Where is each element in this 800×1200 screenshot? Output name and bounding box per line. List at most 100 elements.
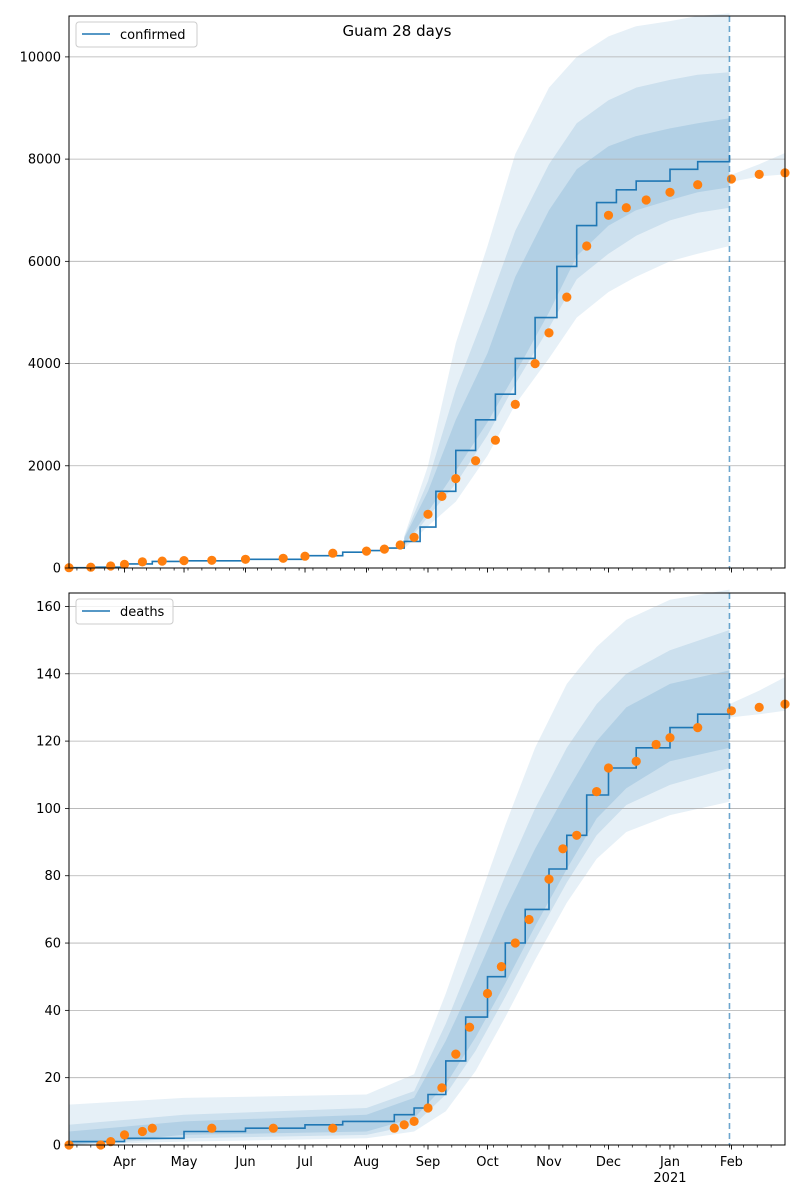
- deaths-xtick-label-oct: Oct: [476, 1155, 498, 1170]
- confirmed-legend: confirmed: [75, 21, 198, 48]
- confirmed-observed-point-27: [621, 203, 631, 213]
- confirmed-observed-point-4: [137, 557, 147, 567]
- deaths-xtick-label-nov: Nov: [536, 1155, 562, 1170]
- confirmed-panel: 0 2000 4000 6000 8000 10000 confirmed: [20, 13, 790, 577]
- deaths-xtick-label-aug: Aug: [354, 1155, 379, 1170]
- confirmed-observed-point-6: [179, 556, 189, 566]
- deaths-observed-point-21: [558, 844, 568, 854]
- confirmed-observed-point-14: [395, 540, 405, 550]
- confirmed-legend-box: [75, 21, 198, 48]
- confirmed-x-axis: [76, 568, 772, 573]
- confirmed-band-middle-1: [404, 72, 730, 547]
- deaths-panel: 0 20 40 60 80 100 120 140 160 Apr May Jun Jul Aug Sep…: [36, 589, 790, 1186]
- confirmed-observed-point-16: [423, 509, 433, 519]
- confirmed-observed-point-25: [582, 241, 592, 251]
- confirmed-observed-point-11: [328, 548, 338, 558]
- deaths-observed-point-15: [465, 1022, 475, 1032]
- confirmed-observed-point-30: [693, 180, 703, 190]
- deaths-observed-point-25: [631, 756, 641, 766]
- deaths-observed-point-3: [119, 1130, 130, 1140]
- deaths-observed-point-17: [496, 962, 506, 972]
- deaths-model-line: [69, 704, 731, 1143]
- deaths-observed-point-30: [754, 702, 764, 713]
- deaths-observed-point-6: [207, 1123, 217, 1133]
- confirmed-observed-point-3: [119, 559, 130, 570]
- deaths-observed-point-9: [389, 1123, 399, 1133]
- confirmed-observed-point-23: [544, 328, 554, 338]
- deaths-band-middle-1: [69, 630, 730, 1145]
- deaths-xtick-label-may: May: [171, 1155, 198, 1170]
- deaths-observed-point-18: [510, 938, 520, 948]
- deaths-legend-box: [75, 598, 174, 625]
- deaths-y-axis: 0 20 40 60 80 100 120 140 160: [36, 600, 69, 1154]
- deaths-observed-point-12: [423, 1103, 433, 1113]
- deaths-legend: deaths: [75, 598, 174, 625]
- deaths-ytick-label-140: 140: [36, 667, 61, 682]
- confirmed-gridlines: [69, 56, 785, 569]
- confirmed-observed-point-12: [361, 546, 372, 556]
- confirmed-observed-point-19: [471, 456, 481, 466]
- deaths-ytick-label-0: 0: [53, 1139, 61, 1154]
- confirmed-ytick-label-2000: 2000: [28, 459, 61, 474]
- confirmed-observed-point-31: [726, 174, 737, 184]
- deaths-band-inner-2: [69, 670, 730, 1145]
- confirmed-legend-label: confirmed: [120, 28, 186, 43]
- confirmed-observed-point-24: [562, 292, 572, 302]
- deaths-observed-point-8: [328, 1123, 338, 1133]
- deaths-observed-point-29: [726, 706, 737, 716]
- deaths-xtick-label-feb: Feb: [720, 1155, 743, 1170]
- deaths-observed-point-2: [106, 1137, 116, 1147]
- confirmed-observed-point-7: [207, 555, 217, 565]
- confirmed-observed-point-13: [379, 544, 389, 554]
- confirmed-band-outer-3: [729, 153, 785, 183]
- deaths-observed-point-13: [437, 1083, 447, 1093]
- deaths-band-outer-0: [69, 589, 730, 1145]
- deaths-observed-point-16: [482, 988, 493, 999]
- confirmed-observed-point-32: [754, 169, 764, 179]
- confirmed-observed-point-28: [641, 195, 651, 205]
- deaths-ytick-label-20: 20: [44, 1071, 61, 1086]
- deaths-observed-point-11: [409, 1116, 419, 1126]
- confirmed-observed-point-17: [437, 491, 447, 501]
- deaths-xtick-label-jun: Jun: [234, 1155, 255, 1170]
- deaths-ytick-label-160: 160: [36, 600, 61, 615]
- confirmed-ytick-label-10000: 10000: [20, 50, 61, 65]
- deaths-axes-frame: [68, 592, 786, 1146]
- deaths-observed-point-19: [524, 914, 534, 925]
- confirmed-band-outer-0: [404, 13, 730, 549]
- deaths-observed-point-26: [651, 739, 661, 750]
- confirmed-observed-point-8: [240, 554, 251, 564]
- deaths-xtick-label-apr: Apr: [113, 1155, 136, 1170]
- confirmed-observed-point-26: [603, 210, 614, 220]
- deaths-observed-point-23: [592, 787, 602, 797]
- confirmed-observed-point-18: [451, 474, 461, 484]
- figure-title: Guam 28 days: [343, 22, 452, 40]
- deaths-legend-label: deaths: [120, 605, 165, 620]
- confirmed-ytick-label-8000: 8000: [28, 153, 61, 168]
- confirmed-observed-point-21: [510, 399, 520, 409]
- confirmed-observed-point-15: [409, 532, 419, 542]
- confirmed-observed-point-2: [106, 561, 116, 571]
- deaths-observed-point-14: [451, 1049, 461, 1059]
- confirmed-axes-frame: [68, 15, 786, 569]
- confirmed-observed-point-9: [278, 553, 288, 563]
- deaths-band-outer-3: [729, 677, 785, 718]
- deaths-xtick-label-dec: Dec: [596, 1155, 621, 1170]
- deaths-observed-points: [64, 699, 790, 1150]
- deaths-ytick-label-40: 40: [44, 1004, 61, 1019]
- deaths-ytick-label-60: 60: [44, 937, 61, 952]
- deaths-xtick-label-sep: Sep: [416, 1155, 441, 1170]
- confirmed-ytick-label-4000: 4000: [28, 357, 61, 372]
- deaths-observed-point-24: [603, 763, 614, 773]
- confirmed-observed-point-5: [157, 556, 167, 566]
- deaths-ytick-label-100: 100: [36, 802, 61, 817]
- confirmed-ytick-label-6000: 6000: [28, 255, 61, 270]
- deaths-observed-point-4: [137, 1126, 147, 1137]
- deaths-bands: [69, 589, 785, 1145]
- deaths-xtick-year-label: 2021: [653, 1171, 686, 1186]
- confirmed-observed-point-29: [665, 187, 675, 197]
- confirmed-observed-point-20: [490, 435, 500, 445]
- confirmed-observed-point-1: [86, 562, 96, 572]
